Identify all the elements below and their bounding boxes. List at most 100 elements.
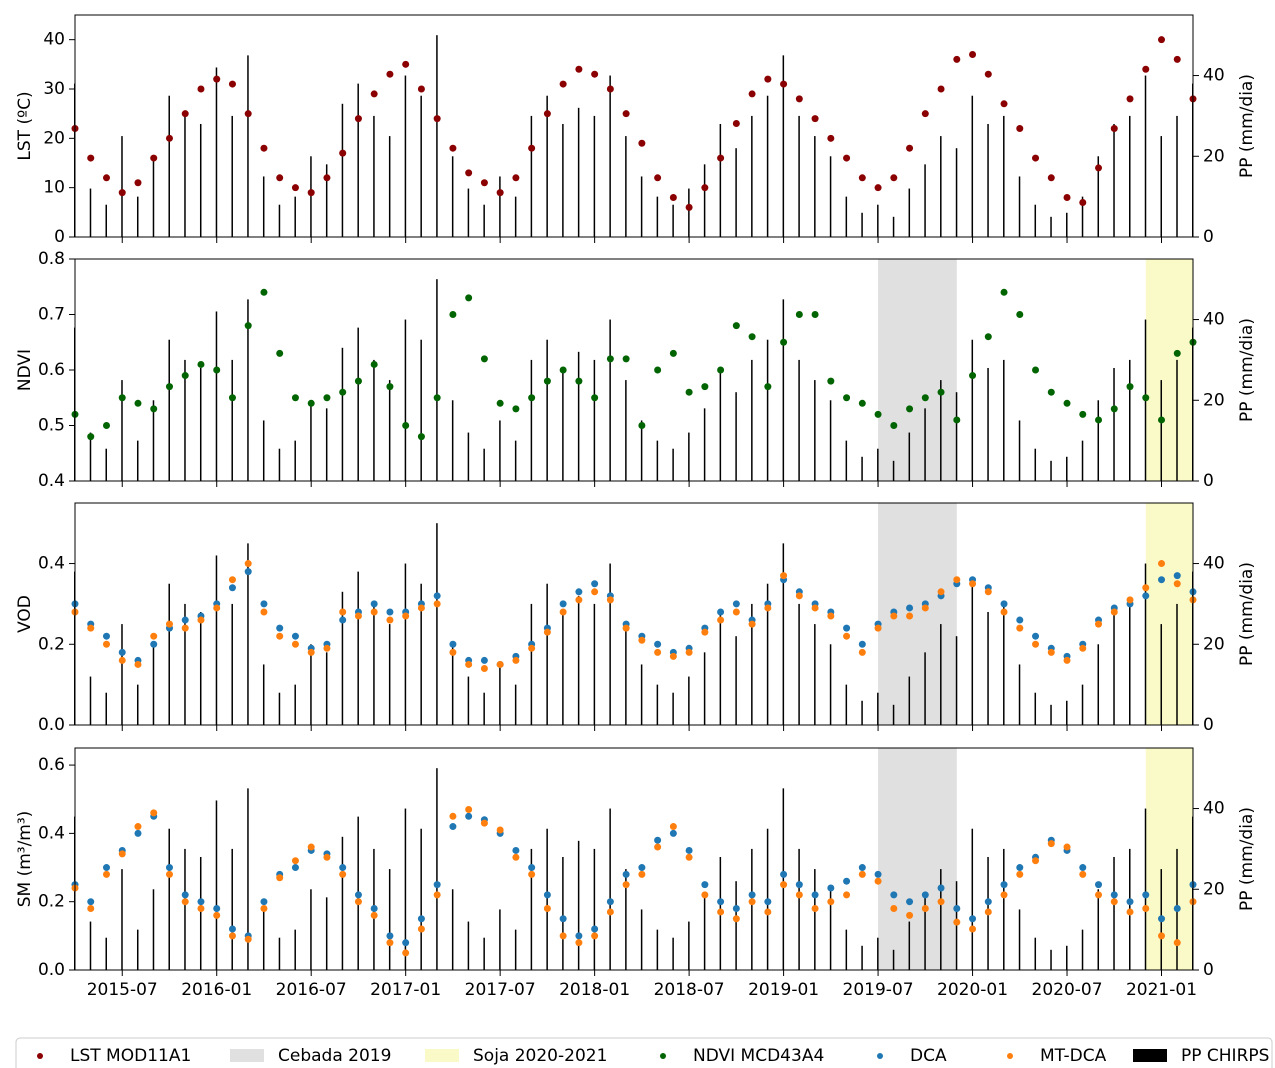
point: [228, 394, 236, 402]
point: [1032, 632, 1040, 640]
point: [339, 149, 347, 157]
point: [1173, 55, 1181, 63]
pp-bar: [829, 644, 832, 725]
legend-marker: [1007, 1053, 1013, 1059]
point: [890, 422, 898, 429]
point: [953, 905, 961, 913]
point: [874, 624, 882, 632]
point: [984, 333, 992, 341]
point: [669, 823, 677, 831]
point: [449, 823, 457, 831]
point: [339, 870, 347, 878]
legend-patch: [230, 1049, 264, 1062]
pp-bar: [703, 897, 706, 970]
point: [827, 898, 835, 906]
pp-bar: [656, 929, 659, 970]
point: [1142, 65, 1150, 73]
point: [858, 174, 866, 182]
pp-bar: [593, 359, 596, 481]
pp-bar: [940, 380, 942, 481]
y2-tick-label: 0: [1203, 227, 1214, 247]
point: [402, 939, 410, 947]
pp-bar: [609, 319, 611, 481]
pp-bar: [766, 339, 769, 481]
point: [638, 864, 646, 872]
x-tick-label: 2021-01: [1126, 980, 1197, 1000]
point: [260, 608, 268, 616]
pp-bar: [593, 848, 596, 970]
point: [181, 110, 189, 118]
pp-bar: [436, 523, 438, 725]
point: [1173, 939, 1181, 947]
point: [843, 891, 851, 899]
pp-bar: [1081, 929, 1084, 970]
x-tick-label: 2019-07: [843, 980, 914, 1000]
point: [606, 355, 614, 363]
point: [906, 405, 914, 413]
y-tick-label: 0.8: [38, 249, 65, 269]
point: [827, 377, 835, 385]
plot-frame: [74, 747, 1194, 971]
point: [228, 932, 236, 940]
point: [181, 898, 189, 906]
pp-bar: [924, 164, 926, 237]
point: [654, 648, 662, 656]
point: [654, 836, 662, 844]
pp-bar: [514, 196, 517, 237]
point: [654, 174, 662, 182]
pp-bar: [640, 909, 643, 970]
point: [717, 616, 725, 624]
pp-bar: [640, 420, 643, 481]
point: [528, 870, 536, 878]
point: [937, 898, 945, 906]
y-tick-label: 0.6: [38, 360, 65, 380]
point: [858, 870, 866, 878]
point: [323, 394, 331, 402]
point: [1032, 640, 1040, 648]
pp-bar: [845, 196, 848, 237]
pp-bar: [892, 216, 895, 237]
point: [984, 588, 992, 596]
x-tick-label: 2020-01: [937, 980, 1008, 1000]
pp-bar: [1160, 380, 1163, 481]
point: [528, 144, 536, 152]
point: [181, 624, 189, 632]
pp-bar: [1113, 856, 1115, 970]
pp-bar: [483, 204, 485, 237]
point: [291, 394, 299, 402]
point: [764, 383, 772, 391]
point: [213, 366, 221, 374]
point: [1063, 843, 1071, 851]
point: [449, 640, 457, 648]
pp-bar: [247, 55, 249, 238]
pp-bar: [640, 176, 643, 237]
pp-bar: [924, 897, 926, 970]
pp-bar: [357, 83, 359, 237]
pp-bar: [798, 848, 800, 970]
legend-label: MT-DCA: [1040, 1046, 1107, 1066]
point: [1063, 399, 1071, 407]
y-tick-label: 0.6: [38, 755, 65, 775]
point: [87, 905, 95, 913]
pp-bar: [499, 176, 501, 237]
point: [260, 288, 268, 296]
y2-tick-label: 40: [1203, 799, 1225, 819]
point: [197, 360, 205, 368]
point: [543, 905, 551, 913]
point: [890, 174, 898, 182]
pp-bar: [735, 392, 737, 481]
y2-tick-label: 40: [1203, 554, 1225, 574]
point: [732, 915, 740, 923]
pp-bar: [121, 136, 123, 237]
point: [433, 394, 441, 402]
point: [370, 90, 378, 98]
pp-bar: [199, 367, 202, 481]
pp-bar: [672, 937, 674, 970]
point: [260, 905, 268, 913]
point: [559, 932, 567, 940]
point: [937, 388, 945, 396]
point: [764, 75, 772, 83]
pp-bar: [1003, 848, 1005, 970]
pp-bar: [483, 937, 485, 970]
